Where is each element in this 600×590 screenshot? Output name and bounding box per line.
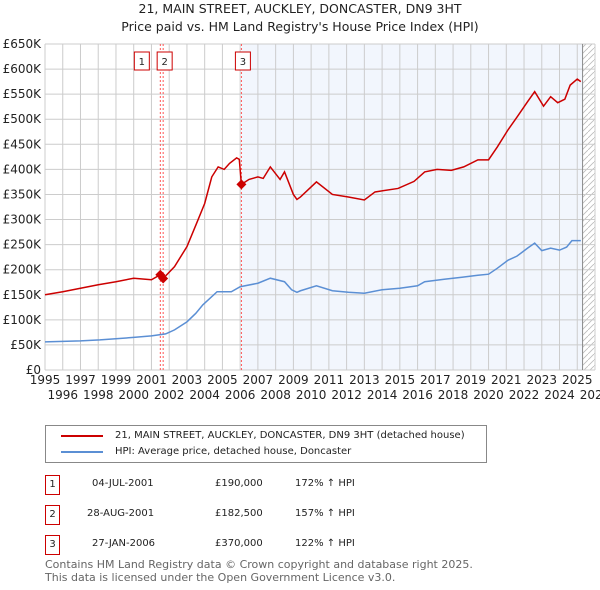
y-tick-label: £450K [3,137,43,151]
sale-number-badge: 2 [45,505,60,525]
y-tick-label: £150K [3,288,43,302]
legend-label-property: 21, MAIN STREET, AUCKLEY, DONCASTER, DN9… [115,430,465,441]
y-tick-label: £300K [3,213,43,227]
x-tick-label: 2014 [367,388,398,402]
sale-hpi-change: 122% ↑ HPI [295,538,355,549]
x-tick-label: 2023 [527,373,558,387]
x-tick-label: 1997 [65,373,96,387]
y-tick-label: £100K [3,313,43,327]
footer-line-2: This data is licensed under the Open Gov… [45,571,396,584]
x-tick-label: 2011 [314,373,345,387]
sale-price: £190,000 [215,478,263,489]
sale-price: £182,500 [215,508,263,519]
sale-date: 28-AUG-2001 [87,508,155,519]
sale-hpi-change: 157% ↑ HPI [295,508,355,519]
chart-title: 21, MAIN STREET, AUCKLEY, DONCASTER, DN9… [139,1,462,16]
y-tick-label: £200K [3,263,43,277]
x-tick-label: 1999 [101,373,132,387]
y-tick-label: £350K [3,187,43,201]
sale-date: 04-JUL-2001 [92,478,154,489]
x-tick-label: 2016 [402,388,433,402]
sale-label-box [133,51,150,71]
x-tick-label: 2025 [562,373,593,387]
x-tick-label: 2019 [456,373,487,387]
sale-row: 3 27-JAN-2006 £370,000 122% ↑ HPI [45,535,445,555]
x-tick-label: 2010 [296,388,327,402]
sale-label-number: 1 [139,57,145,68]
x-tick-label: 2022 [509,388,540,402]
x-tick-label: 2009 [278,373,309,387]
sale-point [158,273,169,284]
y-tick-label: £50K [10,338,42,352]
x-tick-label: 2008 [260,388,291,402]
x-tick-label: 2020 [473,388,504,402]
y-tick-label: £400K [3,162,43,176]
post-sale-shading [241,44,583,370]
sale-point [236,179,247,190]
x-tick-label: 2015 [385,373,416,387]
sale-hpi-change: 172% ↑ HPI [295,478,355,489]
x-tick-label: 2024 [544,388,575,402]
sale-row: 2 28-AUG-2001 £182,500 157% ↑ HPI [45,505,445,525]
footer-line-1: Contains HM Land Registry data © Crown c… [45,558,473,571]
x-tick-label: 2018 [438,388,469,402]
x-tick-label: 2001 [136,373,167,387]
x-tick-label: 2004 [189,388,220,402]
footer: Contains HM Land Registry data © Crown c… [45,558,473,584]
sale-row: 1 04-JUL-2001 £190,000 172% ↑ HPI [45,475,445,495]
x-tick-label: 2007 [243,373,274,387]
series-line-hpi [44,239,581,343]
x-tick-label: 1996 [47,388,78,402]
x-tick-label: 2017 [420,373,451,387]
legend-label-hpi: HPI: Average price, detached house, Donc… [115,446,352,457]
x-tick-label: 2012 [331,388,362,402]
y-tick-label: £250K [3,238,43,252]
x-tick-label: 2002 [154,388,185,402]
y-tick-label: £550K [3,87,43,101]
sale-label-box [156,51,173,71]
y-tick-label: £0 [26,363,41,377]
x-tick-label: 2006 [225,388,256,402]
x-tick-label: 2021 [491,373,522,387]
x-tick-label: 1998 [83,388,114,402]
sale-label-number: 3 [240,57,246,68]
legend-swatch-property [61,434,103,437]
sale-label-number: 2 [161,57,167,68]
chart-subtitle: Price paid vs. HM Land Registry's House … [121,19,478,34]
sale-date: 27-JAN-2006 [92,538,156,549]
forecast-hatch [582,44,595,370]
legend-swatch-hpi [61,450,103,453]
y-tick-label: £600K [3,62,43,76]
y-tick-label: £500K [3,112,43,126]
y-tick-label: £650K [3,37,43,51]
x-tick-label: 2003 [172,373,203,387]
x-tick-label: 2000 [118,388,149,402]
legend: 21, MAIN STREET, AUCKLEY, DONCASTER, DN9… [45,425,487,463]
x-tick-label: 2005 [207,373,238,387]
x-tick-label: 2013 [349,373,380,387]
series-line-property [44,78,582,296]
x-tick-label: 1995 [30,373,61,387]
price-chart: 21, MAIN STREET, AUCKLEY, DONCASTER, DN9… [3,1,600,402]
sale-label-box [234,51,251,71]
sale-price: £370,000 [215,538,263,549]
sale-number-badge: 3 [45,535,60,555]
x-tick-label: 2026 [580,388,600,402]
sale-number-badge: 1 [45,475,60,495]
